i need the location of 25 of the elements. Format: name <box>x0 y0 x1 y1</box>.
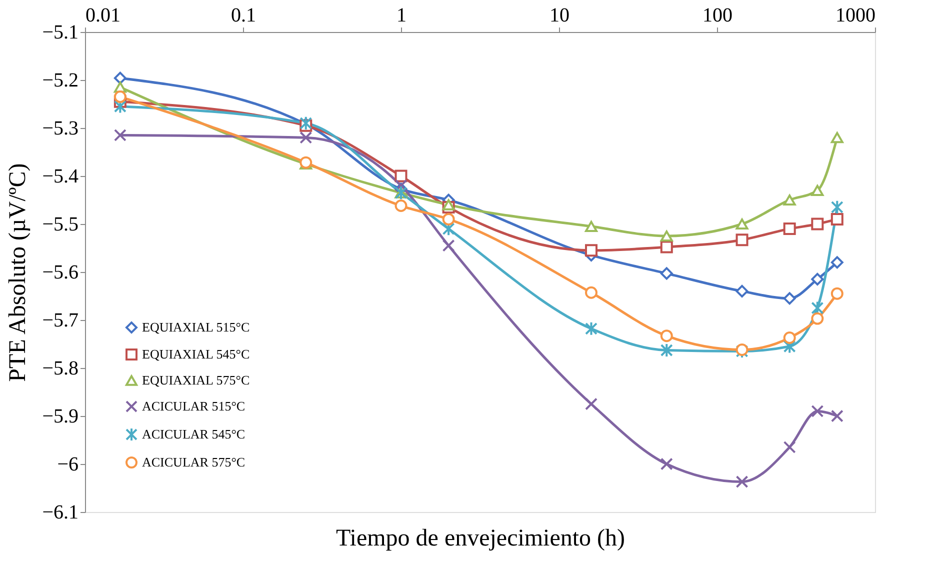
x-axis-title: Tiempo de envejecimiento (h) <box>336 526 626 552</box>
x-tick-label: 10 <box>550 4 570 26</box>
y-tick-label: −5.2 <box>42 70 78 92</box>
legend-label: EQUIAXIAL 515°C <box>142 320 250 334</box>
y-tick-label: −5.9 <box>42 406 78 428</box>
legend-label: EQUIAXIAL 575°C <box>142 372 250 388</box>
y-axis-title: PTE Absoluto (µV/ºC) <box>5 163 32 382</box>
legend-label: ACICULAR 575°C <box>142 454 246 470</box>
x-tick-label: 1 <box>396 4 406 26</box>
y-tick-label: −5.7 <box>42 310 78 332</box>
y-tick-label: −5.8 <box>42 358 78 380</box>
x-tick-label: 1000 <box>836 4 876 26</box>
legend-label: ACICULAR 515°C <box>142 398 246 414</box>
x-tick-label: 0.1 <box>231 4 256 26</box>
y-tick-label: −5.3 <box>42 118 78 140</box>
x-tick-label: 100 <box>702 4 732 26</box>
y-tick-label: −6.1 <box>42 502 78 524</box>
y-tick-label: −5.1 <box>42 22 78 44</box>
x-tick-label: 0.01 <box>86 4 120 26</box>
y-tick-label: −5.5 <box>42 214 78 236</box>
y-tick-label: −6 <box>57 454 78 476</box>
legend-label: ACICULAR 545°C <box>142 426 246 442</box>
y-tick-label: −5.4 <box>42 166 78 188</box>
y-tick-label: −5.6 <box>42 262 78 284</box>
legend-label: EQUIAXIAL 545°C <box>142 346 250 362</box>
